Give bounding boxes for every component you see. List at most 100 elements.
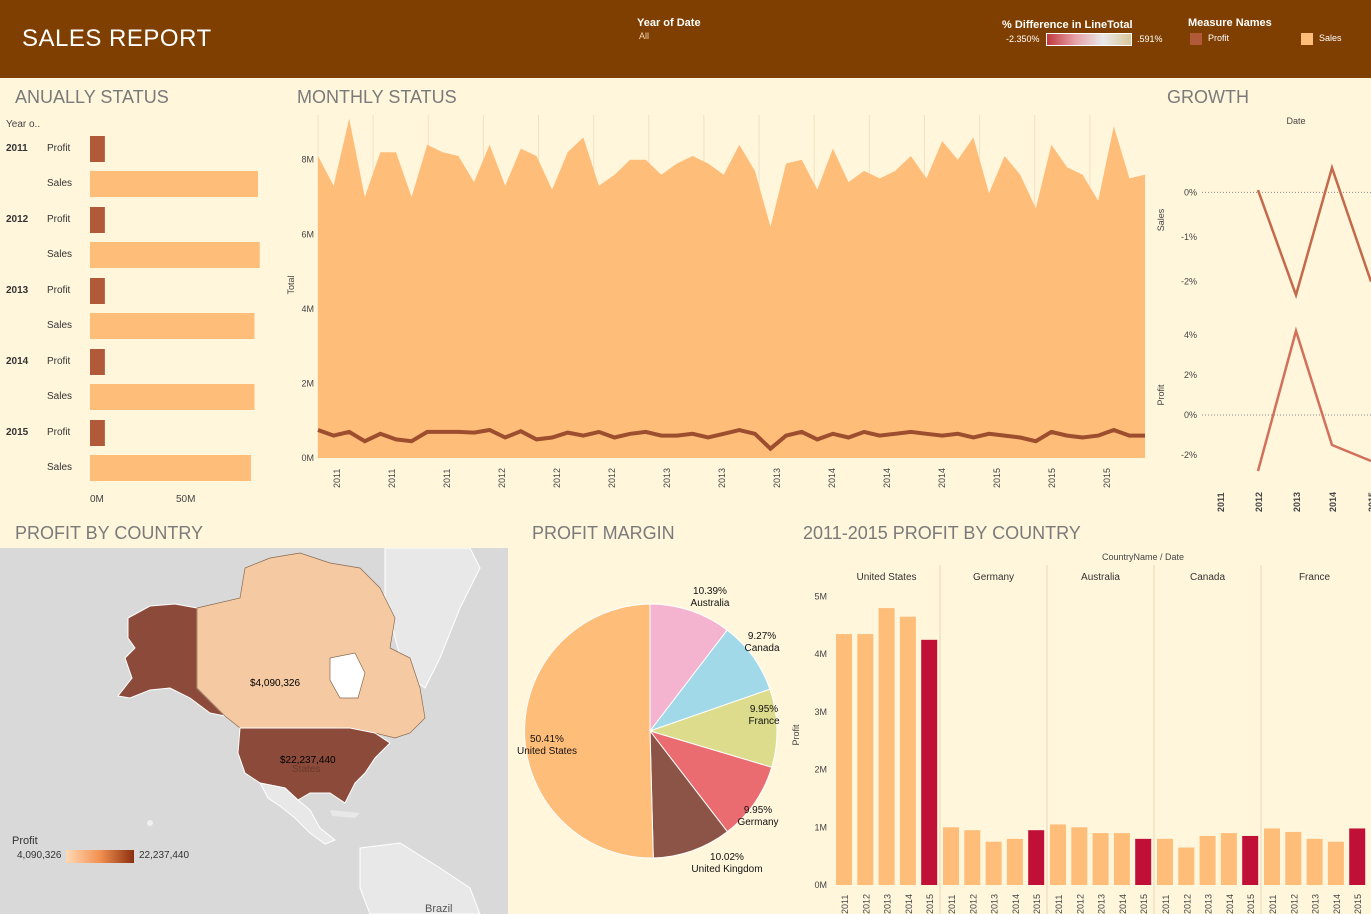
monthly-ytick: 0M bbox=[301, 453, 314, 463]
annual-bar-profit[interactable] bbox=[90, 136, 105, 162]
years-bar[interactable] bbox=[1242, 835, 1259, 885]
pie-country-label: United States bbox=[517, 746, 577, 757]
profit-by-country-years-title: 2011-2015 PROFIT BY COUNTRY bbox=[803, 523, 1081, 543]
monthly-profit-line[interactable] bbox=[317, 427, 1145, 452]
years-bar[interactable] bbox=[1327, 841, 1344, 885]
growth-sales-line[interactable] bbox=[1256, 163, 1371, 300]
growth-xtick: 2013 bbox=[1292, 492, 1302, 512]
years-xtick: 2013 bbox=[1204, 894, 1214, 914]
years-xtick: 2015 bbox=[1139, 894, 1149, 914]
mexico-shape bbox=[259, 782, 336, 845]
years-bar[interactable] bbox=[1220, 833, 1237, 885]
years-bar[interactable] bbox=[1264, 828, 1280, 885]
sales-swatch[interactable] bbox=[1301, 33, 1313, 45]
pie-slice[interactable] bbox=[524, 603, 654, 859]
years-bar[interactable] bbox=[1157, 838, 1173, 885]
annual-bar-profit[interactable] bbox=[90, 207, 105, 233]
pie-slice[interactable] bbox=[649, 729, 729, 859]
annual-status-chart: Year o.. 2011 Profit Sales 2012 Profit Sales 20… bbox=[6, 119, 260, 505]
years-xtick: 2011 bbox=[947, 895, 957, 914]
monthly-xtick: 2014 bbox=[827, 468, 837, 488]
canada-shape[interactable] bbox=[196, 552, 426, 739]
year-filter-value[interactable]: All bbox=[639, 31, 650, 41]
years-bar[interactable] bbox=[1050, 824, 1066, 885]
pie-pct-label: 9.27% bbox=[748, 631, 776, 642]
annual-xtick: 50M bbox=[176, 494, 195, 505]
annual-bar-sales[interactable] bbox=[90, 242, 260, 268]
years-ytick: 5M bbox=[814, 592, 827, 602]
years-bar[interactable] bbox=[1199, 835, 1216, 885]
years-bar[interactable] bbox=[1092, 833, 1109, 885]
monthly-xtick: 2013 bbox=[717, 468, 727, 488]
annual-bar-sales[interactable] bbox=[90, 455, 251, 481]
years-country-label: France bbox=[1299, 572, 1331, 583]
years-xtick: 2012 bbox=[968, 894, 978, 914]
growth-profit-label: Profit bbox=[1156, 384, 1166, 406]
years-xtick: 2013 bbox=[1097, 894, 1107, 914]
monthly-ytick: 4M bbox=[301, 304, 314, 314]
monthly-xtick: 2013 bbox=[772, 468, 782, 488]
years-bar[interactable] bbox=[1135, 838, 1152, 885]
map-label-states: States bbox=[292, 764, 320, 775]
profit-years-chart: CountryName / Date 0M 1M 2M 3M 4M 5M Profit Unit… bbox=[791, 552, 1366, 914]
pie-pct-label: 10.02% bbox=[710, 852, 744, 863]
page-title: SALES REPORT bbox=[22, 25, 212, 52]
years-bar[interactable] bbox=[1071, 827, 1088, 885]
sales-legend-text: Sales bbox=[1319, 33, 1342, 43]
profit-map[interactable]: $4,090,326 $22,237,440 States Brazil Pro… bbox=[0, 548, 508, 914]
years-bar[interactable] bbox=[943, 827, 959, 885]
years-ytick: 2M bbox=[814, 765, 827, 775]
profit-margin-pie: 50.41%United States 10.39%Australia 9.27%C… bbox=[517, 586, 780, 875]
years-bar[interactable] bbox=[1285, 831, 1302, 885]
diff-legend-label: % Difference in LineTotal bbox=[1002, 19, 1133, 31]
profit-margin-title: PROFIT MARGIN bbox=[532, 523, 675, 543]
pie-country-label: Germany bbox=[737, 817, 778, 828]
years-xtick: 2013 bbox=[990, 894, 1000, 914]
annual-bar-profit[interactable] bbox=[90, 349, 105, 375]
annual-bar-profit[interactable] bbox=[90, 420, 105, 446]
annual-measure-label: Profit bbox=[47, 427, 71, 438]
cuba-shape bbox=[330, 810, 360, 818]
profit-legend-text: Profit bbox=[1208, 33, 1230, 43]
annual-measure-label: Sales bbox=[47, 391, 72, 402]
years-bar[interactable] bbox=[1306, 838, 1323, 885]
annual-bar-sales[interactable] bbox=[90, 171, 258, 197]
years-bar[interactable] bbox=[1113, 833, 1130, 885]
years-xtick: 2012 bbox=[1289, 894, 1299, 914]
years-xtick: 2013 bbox=[883, 894, 893, 914]
years-bar[interactable] bbox=[1006, 838, 1023, 885]
years-bar[interactable] bbox=[921, 639, 938, 885]
years-bar[interactable] bbox=[878, 608, 895, 885]
profit-swatch[interactable] bbox=[1190, 33, 1202, 45]
years-bar[interactable] bbox=[1028, 830, 1045, 885]
annual-bar-sales[interactable] bbox=[90, 384, 255, 410]
pie-slice[interactable] bbox=[648, 730, 773, 833]
years-header: CountryName / Date bbox=[1102, 552, 1184, 562]
years-ytick: 1M bbox=[814, 822, 827, 832]
pie-pct-label: 9.95% bbox=[744, 805, 772, 816]
usa-shape[interactable] bbox=[237, 727, 391, 804]
annual-bar-sales[interactable] bbox=[90, 313, 255, 339]
years-bar[interactable] bbox=[836, 634, 852, 885]
growth-profit-line[interactable] bbox=[1256, 326, 1371, 472]
pie-slice[interactable] bbox=[648, 688, 778, 768]
pie-pct-label: 10.39% bbox=[693, 586, 727, 597]
years-bar[interactable] bbox=[1178, 847, 1195, 886]
years-country-label: Canada bbox=[1190, 572, 1225, 583]
growth-xtick: 2012 bbox=[1254, 492, 1264, 512]
years-bar[interactable] bbox=[985, 841, 1002, 885]
alaska-shape[interactable] bbox=[117, 603, 227, 717]
pie-slice[interactable] bbox=[649, 603, 728, 733]
monthly-xtick: 2013 bbox=[662, 468, 672, 488]
annual-bar-profit[interactable] bbox=[90, 278, 105, 304]
years-bar[interactable] bbox=[857, 634, 874, 885]
growth-sales-label: Sales bbox=[1156, 208, 1166, 231]
years-bar[interactable] bbox=[964, 830, 981, 885]
map-legend-gradient bbox=[66, 850, 134, 863]
monthly-sales-area[interactable] bbox=[318, 118, 1145, 458]
years-bar[interactable] bbox=[899, 616, 916, 885]
growth-sales-ytick: -1% bbox=[1181, 232, 1197, 242]
years-xtick: 2015 bbox=[1032, 894, 1042, 914]
annual-measure-label: Sales bbox=[47, 462, 72, 473]
years-bar[interactable] bbox=[1349, 828, 1366, 885]
